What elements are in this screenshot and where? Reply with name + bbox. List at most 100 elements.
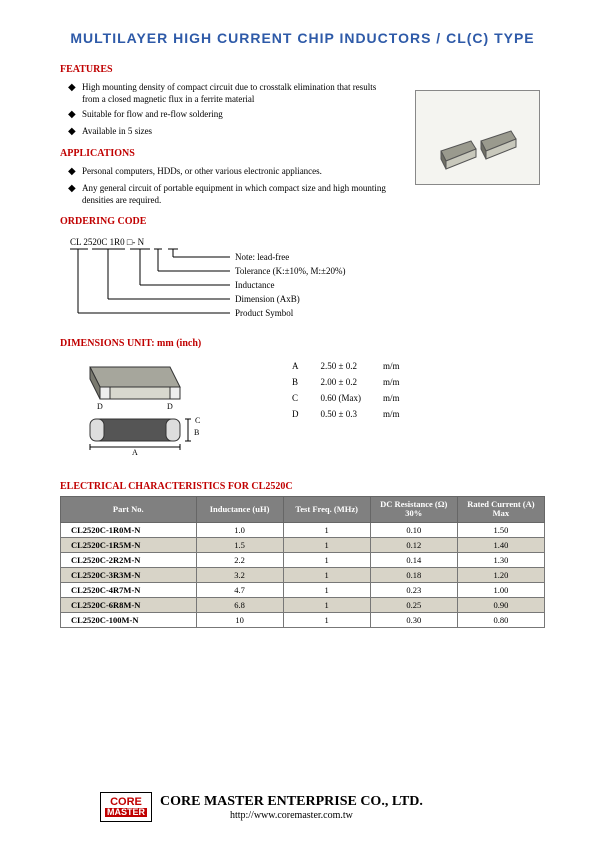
cell-current: 1.20	[457, 567, 544, 582]
page-title: MULTILAYER HIGH CURRENT CHIP INDUCTORS /…	[60, 30, 545, 46]
order-label: Note: lead-free	[235, 252, 289, 262]
dim-val: 2.00 ± 0.2	[311, 375, 372, 389]
dim-val: 2.50 ± 0.2	[311, 359, 372, 373]
logo-text-bottom: MASTER	[105, 808, 147, 817]
cell-freq: 1	[283, 567, 370, 582]
cell-current: 1.40	[457, 537, 544, 552]
bullet-icon: ◆	[68, 108, 82, 122]
cell-freq: 1	[283, 522, 370, 537]
cell-partno: CL2520C-1R5M-N	[61, 537, 197, 552]
cell-current: 1.50	[457, 522, 544, 537]
cell-partno: CL2520C-1R0M-N	[61, 522, 197, 537]
cell-current: 1.00	[457, 582, 544, 597]
col-inductance: Inductance (uH)	[196, 497, 283, 523]
cell-dcr: 0.14	[370, 552, 457, 567]
cell-partno: CL2520C-4R7M-N	[61, 582, 197, 597]
cell-dcr: 0.12	[370, 537, 457, 552]
elchar-header-row: Part No. Inductance (uH) Test Freq. (MHz…	[61, 497, 545, 523]
dim-sym: A	[282, 359, 309, 373]
cell-inductance: 10	[196, 612, 283, 627]
footer-text: CORE MASTER ENTERPRISE CO., LTD. http://…	[160, 794, 423, 821]
elchar-heading: ELECTRICAL CHARACTERISTICS FOR CL2520C	[60, 481, 545, 492]
cell-current: 0.80	[457, 612, 544, 627]
col-partno: Part No.	[61, 497, 197, 523]
dim-val: 0.60 (Max)	[311, 391, 372, 405]
dim-unit: m/m	[373, 391, 410, 405]
elchar-row: CL2520C-6R8M-N6.810.250.90	[61, 597, 545, 612]
svg-text:C: C	[195, 416, 200, 425]
dimension-drawing: D D C A B	[60, 357, 230, 457]
svg-text:D: D	[167, 402, 173, 411]
product-photo	[415, 90, 540, 185]
cell-inductance: 6.8	[196, 597, 283, 612]
bullet-icon: ◆	[68, 165, 82, 179]
cell-current: 0.90	[457, 597, 544, 612]
elchar-row: CL2520C-3R3M-N3.210.181.20	[61, 567, 545, 582]
col-dcr: DC Resistance (Ω) 30%	[370, 497, 457, 523]
dim-sym: B	[282, 375, 309, 389]
order-label: Product Symbol	[235, 308, 294, 318]
cell-dcr: 0.18	[370, 567, 457, 582]
elchar-row: CL2520C-1R0M-N1.010.101.50	[61, 522, 545, 537]
cell-freq: 1	[283, 552, 370, 567]
company-url: http://www.coremaster.com.tw	[160, 810, 423, 821]
order-label: Dimension (AxB)	[235, 294, 300, 304]
col-freq: Test Freq. (MHz)	[283, 497, 370, 523]
chip-illustration	[416, 91, 539, 184]
dim-row: A 2.50 ± 0.2 m/m	[282, 359, 410, 373]
cell-dcr: 0.25	[370, 597, 457, 612]
elchar-row: CL2520C-2R2M-N2.210.141.30	[61, 552, 545, 567]
ordering-code: CL 2520C 1R0 □- N	[70, 237, 545, 247]
cell-inductance: 1.0	[196, 522, 283, 537]
dim-unit: m/m	[373, 375, 410, 389]
cell-inductance: 2.2	[196, 552, 283, 567]
cell-freq: 1	[283, 597, 370, 612]
svg-text:A: A	[132, 448, 138, 457]
dim-row: B 2.00 ± 0.2 m/m	[282, 375, 410, 389]
ordering-block: CL 2520C 1R0 □- N Note: lead-free Tolera…	[60, 237, 545, 330]
ordering-bracket-diagram: Note: lead-free Tolerance (K:±10%, M:±20…	[70, 247, 400, 327]
elchar-row: CL2520C-1R5M-N1.510.121.40	[61, 537, 545, 552]
page-footer: CORE MASTER CORE MASTER ENTERPRISE CO., …	[100, 792, 423, 822]
bullet-icon: ◆	[68, 182, 82, 206]
features-heading: FEATURES	[60, 64, 545, 75]
cell-dcr: 0.30	[370, 612, 457, 627]
cell-dcr: 0.10	[370, 522, 457, 537]
cell-partno: CL2520C-3R3M-N	[61, 567, 197, 582]
cell-inductance: 3.2	[196, 567, 283, 582]
bullet-icon: ◆	[68, 81, 82, 105]
cell-inductance: 4.7	[196, 582, 283, 597]
dimensions-heading: DIMENSIONS UNIT: mm (inch)	[60, 338, 545, 349]
cell-partno: CL2520C-6R8M-N	[61, 597, 197, 612]
dimensions-table: A 2.50 ± 0.2 m/m B 2.00 ± 0.2 m/m C 0.60…	[280, 357, 412, 423]
cell-current: 1.30	[457, 552, 544, 567]
dim-val: 0.50 ± 0.3	[311, 407, 372, 421]
cell-dcr: 0.23	[370, 582, 457, 597]
cell-freq: 1	[283, 582, 370, 597]
ordering-heading: ORDERING CODE	[60, 216, 545, 227]
company-logo: CORE MASTER	[100, 792, 152, 822]
elchar-row: CL2520C-100M-N1010.300.80	[61, 612, 545, 627]
dimensions-block: D D C A B A 2.50 ± 0.2 m/m B 2.00 ±	[60, 357, 545, 457]
cell-inductance: 1.5	[196, 537, 283, 552]
cell-partno: CL2520C-2R2M-N	[61, 552, 197, 567]
cell-partno: CL2520C-100M-N	[61, 612, 197, 627]
order-label: Tolerance (K:±10%, M:±20%)	[235, 266, 345, 276]
col-current: Rated Current (A) Max	[457, 497, 544, 523]
order-label: Inductance	[235, 280, 274, 290]
dim-unit: m/m	[373, 359, 410, 373]
elchar-row: CL2520C-4R7M-N4.710.231.00	[61, 582, 545, 597]
dim-unit: m/m	[373, 407, 410, 421]
svg-text:B: B	[194, 428, 199, 437]
elchar-table: Part No. Inductance (uH) Test Freq. (MHz…	[60, 496, 545, 628]
cell-freq: 1	[283, 612, 370, 627]
company-name: CORE MASTER ENTERPRISE CO., LTD.	[160, 794, 423, 810]
page: MULTILAYER HIGH CURRENT CHIP INDUCTORS /…	[0, 0, 595, 842]
dim-sym: C	[282, 391, 309, 405]
bullet-icon: ◆	[68, 125, 82, 139]
dim-row: D 0.50 ± 0.3 m/m	[282, 407, 410, 421]
dim-row: C 0.60 (Max) m/m	[282, 391, 410, 405]
svg-text:D: D	[97, 402, 103, 411]
dim-sym: D	[282, 407, 309, 421]
cell-freq: 1	[283, 537, 370, 552]
